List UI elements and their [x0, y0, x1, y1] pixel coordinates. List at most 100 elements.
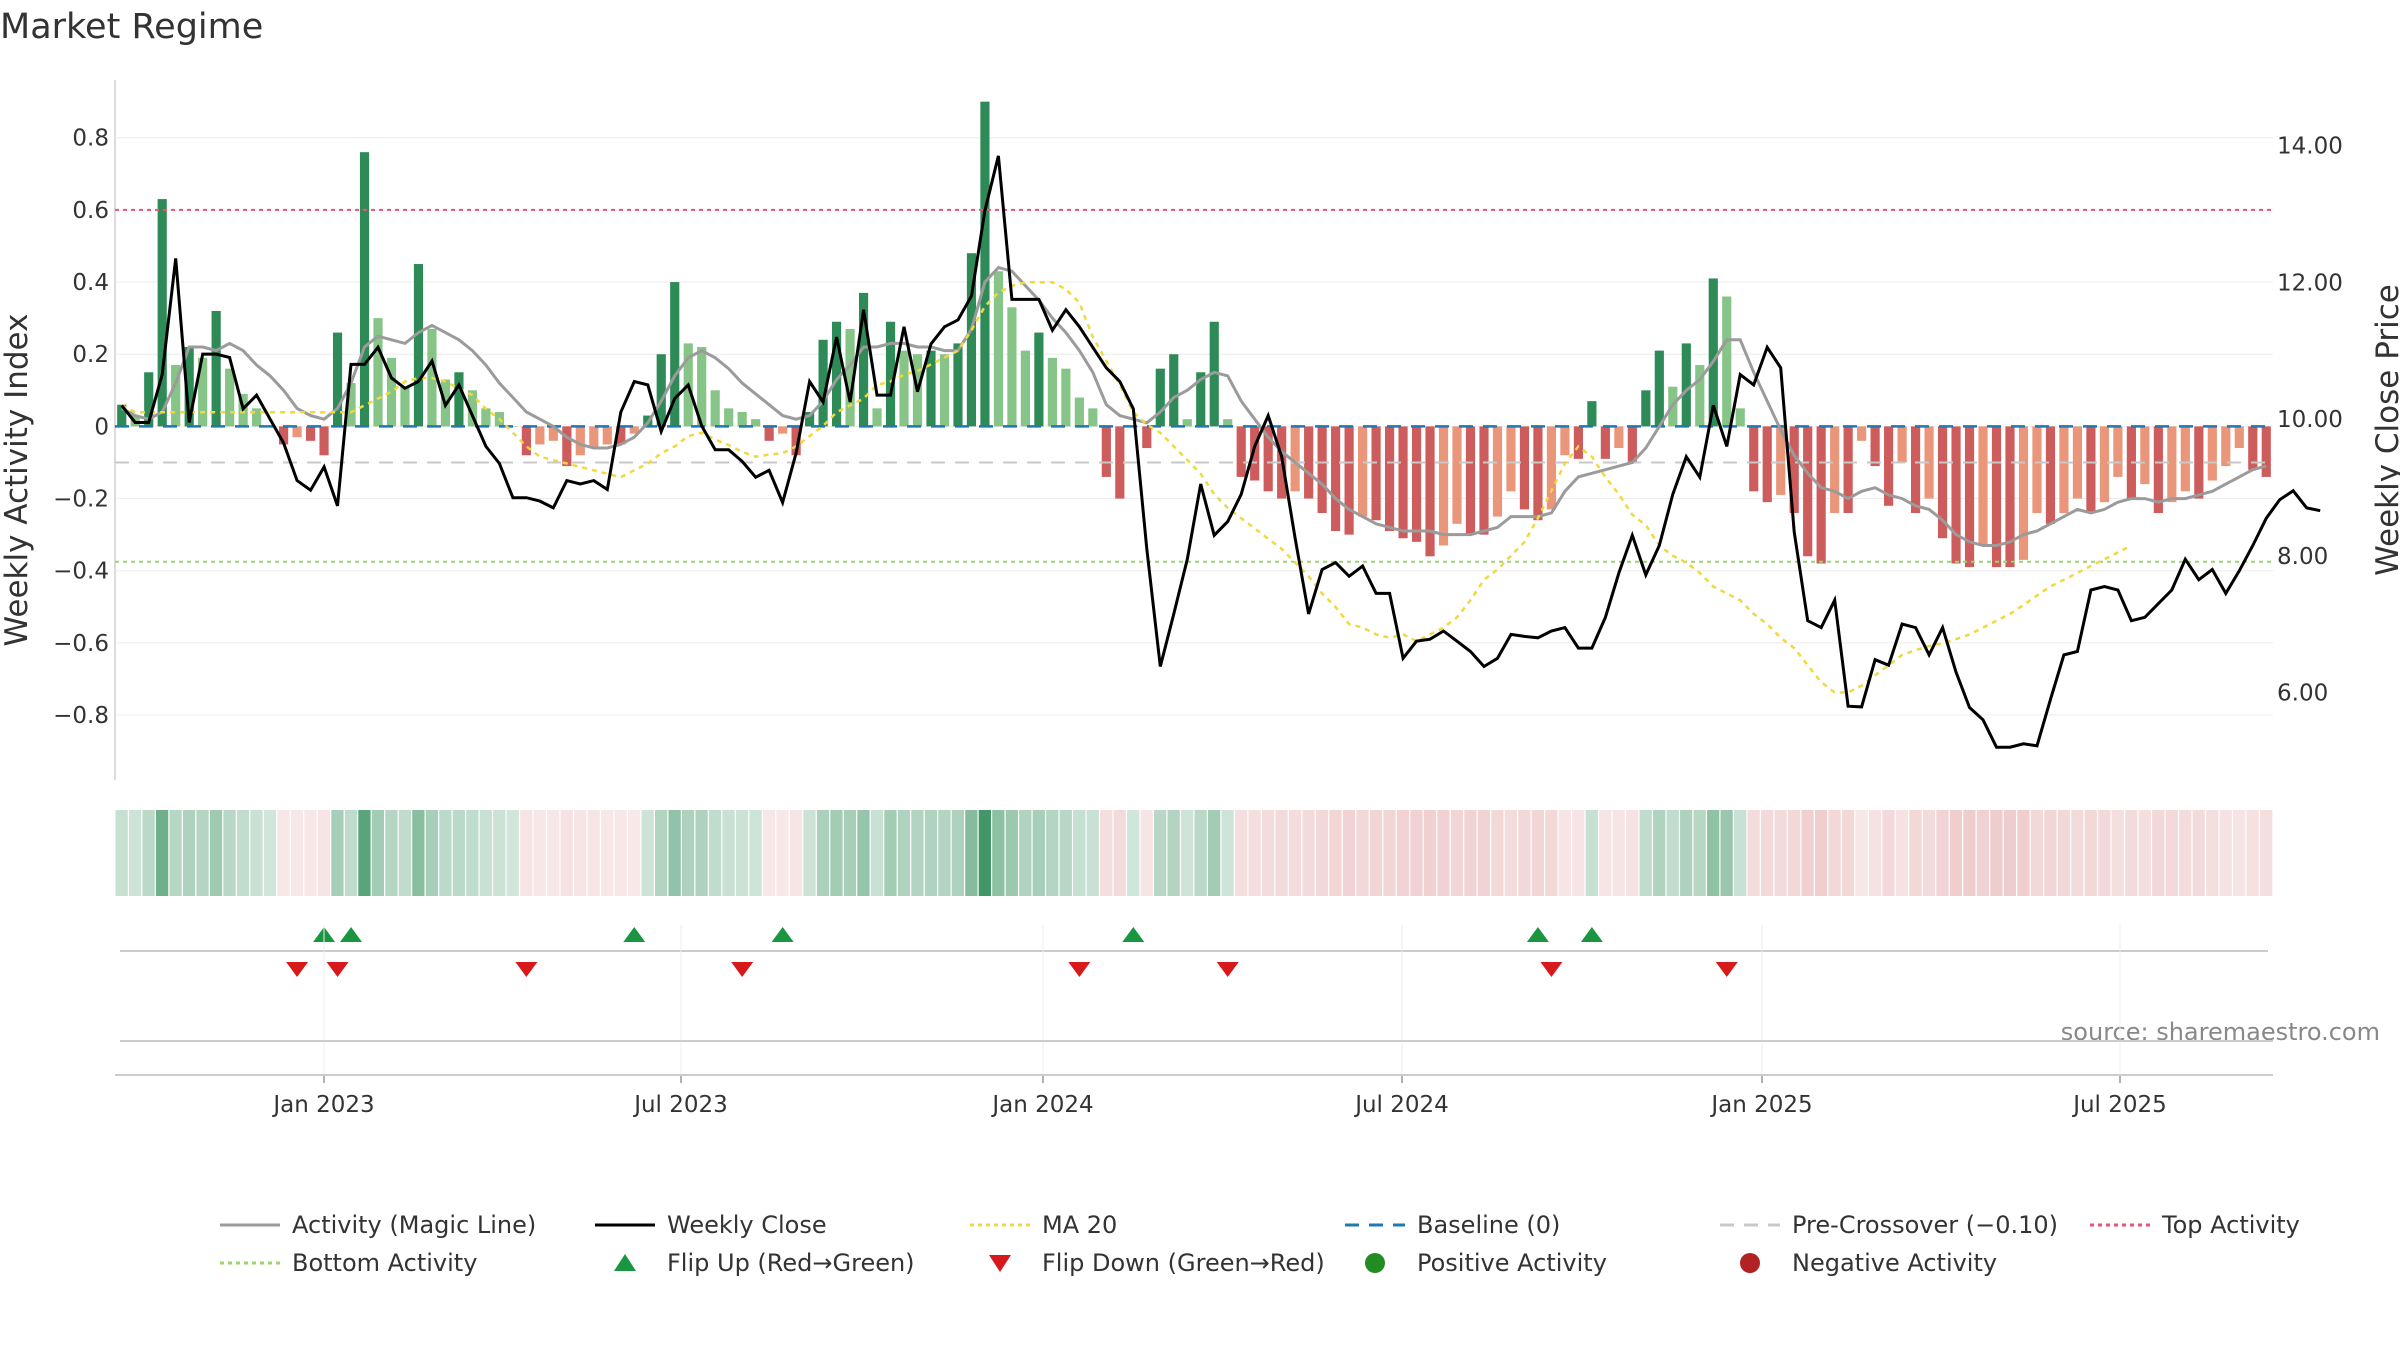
activity-bar	[629, 426, 639, 434]
activity-bar	[1735, 408, 1745, 427]
regime-cell	[1545, 810, 1558, 896]
regime-cell	[789, 810, 803, 896]
activity-bar	[2207, 426, 2217, 481]
regime-cell	[452, 810, 465, 896]
right-tick-label: 10.00	[2277, 407, 2343, 433]
regime-cell	[520, 810, 533, 896]
left-tick-label: −0.4	[53, 559, 109, 585]
activity-bar	[1290, 426, 1300, 492]
regime-cell	[263, 810, 277, 896]
activity-bar	[670, 282, 680, 427]
activity-bar	[117, 404, 127, 427]
legend-label: Weekly Close	[667, 1211, 827, 1239]
activity-bar	[778, 426, 788, 434]
activity-bar	[1331, 426, 1341, 532]
regime-cell	[155, 810, 169, 896]
regime-cell	[1221, 810, 1234, 896]
regime-cell	[2152, 810, 2165, 896]
flip-up-marker	[1122, 927, 1145, 942]
left-tick-label: 0.2	[72, 342, 109, 368]
regime-cell	[277, 810, 290, 896]
activity-bar	[1573, 426, 1583, 459]
activity-bar	[1654, 350, 1664, 427]
activity-bar	[1142, 426, 1152, 449]
flip-up-marker	[340, 927, 363, 942]
activity-bar	[1803, 426, 1813, 557]
regime-cell	[1504, 810, 1517, 896]
regime-cell	[1032, 810, 1045, 896]
regime-cell	[1396, 810, 1410, 896]
flip-markers-panel	[120, 927, 2268, 977]
activity-bar	[211, 310, 221, 427]
regime-cell	[1518, 810, 1531, 896]
regime-cell	[803, 810, 816, 896]
regime-cell	[466, 810, 479, 896]
flip-down-marker	[326, 962, 349, 977]
activity-bar	[2086, 426, 2096, 513]
activity-bar	[2059, 426, 2069, 513]
regime-cell	[479, 810, 492, 896]
regime-cell	[614, 810, 627, 896]
activity-bar	[1263, 426, 1273, 492]
regime-cell	[884, 810, 897, 896]
activity-bar	[346, 383, 356, 427]
activity-bar	[1371, 426, 1381, 521]
regime-cell	[587, 810, 600, 896]
regime-cell	[2233, 810, 2246, 896]
regime-cell	[2246, 810, 2259, 896]
left-tick-label: 0	[94, 414, 109, 440]
regime-cell	[2179, 810, 2192, 896]
activity-bar	[2072, 426, 2083, 499]
activity-bar	[386, 357, 397, 427]
flip-down-marker	[286, 962, 309, 977]
activity-bar	[2140, 426, 2150, 485]
activity-bar	[2180, 426, 2190, 492]
regime-cell	[1626, 810, 1639, 896]
regime-cell	[1909, 810, 1922, 896]
regime-cell	[2098, 810, 2111, 896]
flip-down-marker	[1068, 962, 1091, 977]
activity-bar	[1924, 426, 1934, 499]
regime-cell	[681, 810, 695, 896]
regime-cell	[2057, 810, 2070, 896]
regime-cell	[223, 810, 236, 896]
activity-bar	[1546, 426, 1557, 510]
regime-cell	[1046, 810, 1059, 896]
regime-cell	[1680, 810, 1693, 896]
activity-bar	[521, 426, 531, 456]
regime-cell	[897, 810, 911, 896]
regime-cell	[1747, 810, 1760, 896]
regime-cell	[1464, 810, 1477, 896]
activity-bar	[993, 271, 1004, 427]
regime-cell	[668, 810, 681, 896]
regime-cell	[2206, 810, 2219, 896]
regime-cell	[1841, 810, 1855, 896]
regime-cell	[1491, 810, 1504, 896]
activity-bar	[1115, 426, 1125, 499]
regime-cell	[304, 810, 317, 896]
activity-bar	[1061, 368, 1071, 427]
activity-bar	[1169, 354, 1179, 427]
activity-bar	[1533, 426, 1543, 521]
activity-bar	[279, 426, 289, 445]
flip-down-marker	[1216, 962, 1239, 977]
activity-bar	[1209, 321, 1219, 427]
activity-bar	[2032, 426, 2042, 513]
flip-down-marker	[731, 962, 754, 977]
activity-bar	[1776, 426, 1786, 495]
activity-bar	[481, 408, 491, 427]
regime-cell	[2138, 810, 2151, 896]
regime-cell	[2125, 810, 2138, 896]
x-tick-label: Jul 2024	[1353, 1092, 1449, 1118]
activity-bar	[1749, 426, 1759, 492]
regime-cell	[655, 810, 668, 896]
activity-bar	[697, 347, 707, 427]
chart-title: Market Regime	[0, 7, 263, 47]
regime-cell	[439, 810, 452, 896]
regime-cell	[641, 810, 654, 896]
activity-bar	[1695, 365, 1705, 427]
activity-bar	[1937, 426, 1948, 539]
activity-bar	[1074, 397, 1084, 427]
regime-cell	[1248, 810, 1261, 896]
activity-bar	[724, 408, 734, 427]
